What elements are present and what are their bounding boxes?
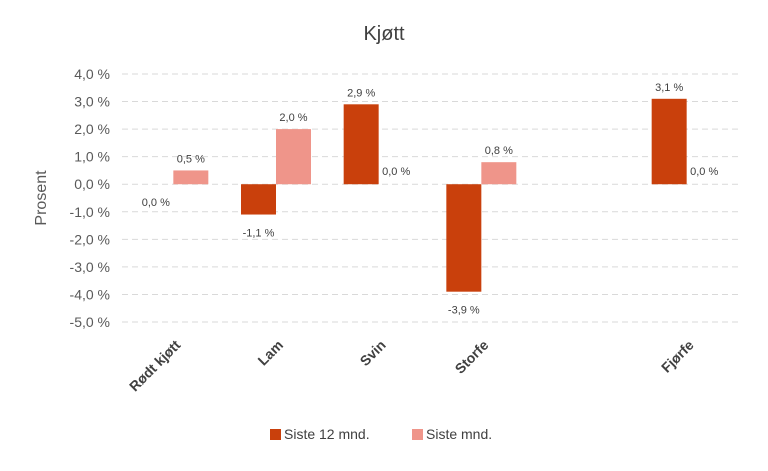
y-tick-label: 3,0 % [74, 94, 110, 110]
gridlines [122, 73, 738, 323]
data-labels: 0,0 % 0,5 % -1,1 % 2,0 % 2,9 % 0,0 % -3,9 % 0,8… [142, 82, 719, 317]
y-tick-label: 4,0 % [74, 66, 110, 82]
legend-label: Siste 12 mnd. [284, 426, 370, 442]
y-tick-labels: 4,0 % 3,0 % 2,0 % 1,0 % 0,0 % -1,0 % -2,0 % -3,… [70, 66, 110, 330]
bar [241, 184, 276, 215]
bars [173, 98, 687, 292]
y-tick-label: 2,0 % [74, 121, 110, 137]
data-label: 0,5 % [177, 153, 205, 165]
category-label: Storfe [452, 337, 492, 377]
bar [446, 184, 482, 292]
y-tick-label: -1,0 % [70, 204, 110, 220]
category-label: Rødt kjøtt [126, 337, 184, 395]
data-label: -3,9 % [448, 305, 480, 317]
y-tick-label: -2,0 % [70, 231, 110, 247]
category-labels: Rødt kjøtt Lam Svin Storfe Fjørfe [126, 337, 697, 395]
bar [173, 170, 209, 185]
y-axis-label: Prosent [33, 170, 50, 226]
y-tick-label: -5,0 % [70, 314, 110, 330]
y-tick-label: -4,0 % [70, 286, 110, 302]
data-label: 0,0 % [382, 166, 410, 178]
bar [343, 104, 379, 185]
data-label: 0,8 % [485, 145, 513, 157]
bar [651, 98, 687, 185]
data-label: 2,9 % [347, 87, 375, 99]
legend-swatch [270, 429, 281, 440]
y-tick-label: 0,0 % [74, 176, 110, 192]
chart-title: Kjøtt [363, 23, 405, 45]
legend: Siste 12 mnd. Siste mnd. [270, 426, 492, 442]
category-label: Svin [357, 337, 389, 369]
category-label: Lam [254, 337, 286, 369]
data-label: 2,0 % [279, 112, 307, 124]
bar [481, 162, 517, 185]
bar [276, 129, 311, 185]
category-label: Fjørfe [658, 337, 697, 376]
data-label: 0,0 % [142, 197, 170, 209]
y-tick-label: 1,0 % [74, 149, 110, 165]
legend-label: Siste mnd. [426, 426, 492, 442]
legend-swatch [412, 429, 423, 440]
data-label: 3,1 % [655, 82, 683, 94]
data-label: -1,1 % [243, 228, 275, 240]
data-label: 0,0 % [690, 166, 718, 178]
y-tick-label: -3,0 % [70, 259, 110, 275]
